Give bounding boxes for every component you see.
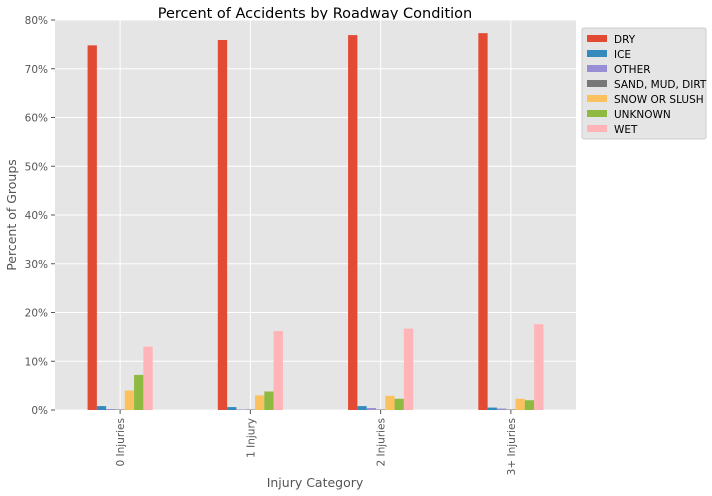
bar	[357, 406, 367, 410]
legend-swatch	[587, 65, 607, 72]
y-tick-label: 70%	[25, 64, 48, 76]
bar	[106, 409, 116, 410]
legend-label: UNKNOWN	[614, 109, 671, 121]
x-tick-label: 1 Injury	[245, 418, 257, 458]
y-tick-label: 60%	[25, 113, 48, 125]
bar	[348, 35, 358, 411]
legend-label: OTHER	[614, 64, 651, 76]
bar	[227, 407, 237, 410]
legend-swatch	[587, 80, 607, 87]
bar	[87, 45, 97, 410]
legend-swatch	[587, 95, 607, 102]
bar	[124, 390, 135, 410]
bar	[534, 324, 544, 410]
x-tick-label: 0 Injuries	[115, 418, 127, 467]
y-tick-label: 20%	[25, 308, 48, 320]
y-axis: 0% 10% 20% 30% 40% 50% 60% 70% 80%	[25, 15, 55, 417]
bar	[134, 374, 144, 410]
legend-swatch	[587, 110, 607, 117]
bar	[255, 395, 265, 410]
legend-label: WET	[614, 124, 638, 136]
y-tick-label: 30%	[25, 259, 48, 271]
y-tick-label: 40%	[25, 210, 48, 222]
chart-title: Percent of Accidents by Roadway Conditio…	[158, 6, 472, 22]
bar	[96, 406, 107, 410]
bars	[87, 33, 544, 411]
bar	[273, 331, 283, 410]
y-tick-label: 50%	[25, 161, 48, 173]
bar	[496, 408, 507, 410]
legend-label: DRY	[614, 34, 636, 46]
bar	[478, 33, 488, 410]
bar	[515, 398, 525, 410]
y-tick-label: 0%	[31, 405, 48, 417]
bar	[487, 407, 497, 410]
bar	[366, 408, 376, 410]
y-tick-label: 80%	[25, 15, 48, 27]
x-tick-label: 2 Injuries	[376, 418, 388, 467]
bar	[524, 400, 535, 410]
x-tick-label: 3+ Injuries	[506, 418, 518, 475]
y-tick-label: 10%	[25, 356, 48, 368]
bar	[385, 395, 395, 410]
legend-label: ICE	[614, 49, 631, 61]
bar	[403, 328, 414, 410]
legend-swatch	[587, 35, 607, 42]
bar	[264, 391, 274, 410]
legend: DRY ICE OTHER SAND, MUD, DIRT SNOW OR SLUSH U…	[581, 27, 707, 140]
bar	[394, 398, 404, 410]
bar	[217, 39, 228, 411]
bar	[143, 346, 153, 410]
legend-swatch	[587, 125, 607, 132]
legend-label: SAND, MUD, DIRT	[614, 79, 707, 91]
legend-swatch	[587, 50, 607, 57]
y-axis-label: Percent of Groups	[4, 159, 19, 271]
legend-frame	[581, 27, 707, 140]
x-axis: 0 Injuries 1 Injury 2 Injuries 3+ Injuries	[115, 410, 518, 475]
legend-label: SNOW OR SLUSH	[614, 94, 704, 106]
x-axis-label: Injury Category	[267, 475, 364, 490]
